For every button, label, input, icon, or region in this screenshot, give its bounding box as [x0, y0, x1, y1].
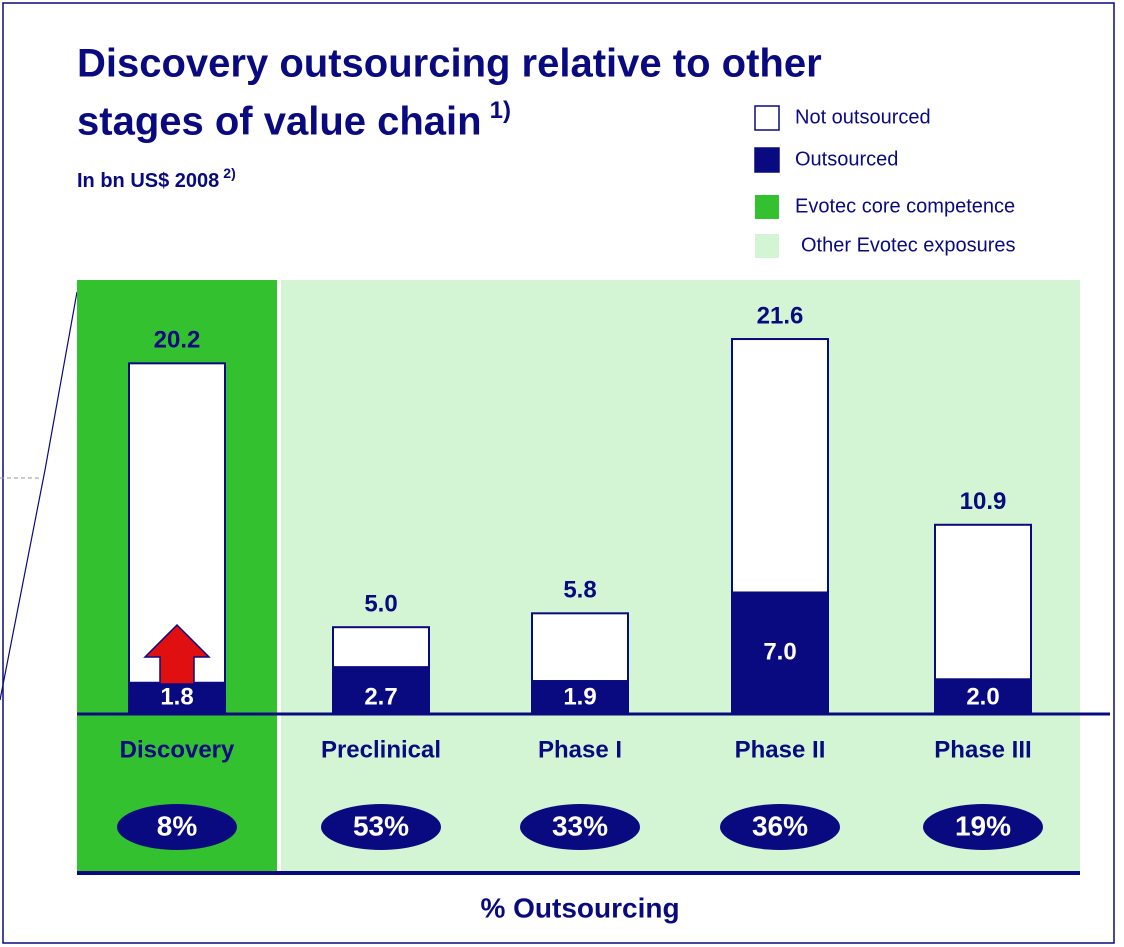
share-badge [117, 804, 237, 850]
x-axis-label: % Outsourcing [480, 892, 679, 923]
subtitle-text: In bn US$ 2008 [77, 170, 219, 192]
share-badge [520, 804, 640, 850]
bar-segment [531, 612, 629, 683]
chart-title: Discovery outsourcing relative to other [77, 42, 822, 86]
value-label: 1.9 [563, 683, 596, 710]
bar-segment [332, 626, 430, 669]
legend-label: Other Evotec exposures [801, 234, 1016, 256]
legend-label: Not outsourced [795, 106, 931, 128]
legend-swatch [755, 195, 779, 219]
total-label: 10.9 [960, 488, 1007, 515]
chart-title: stages of value chain 1) [77, 97, 511, 143]
legend-label: Evotec core competence [795, 195, 1015, 217]
total-label: 21.6 [757, 302, 804, 329]
bar-segment [934, 678, 1032, 716]
share-label: 8% [157, 810, 198, 841]
bar-segment [531, 680, 629, 715]
share-badge [720, 804, 840, 850]
legend-label: Outsourced [795, 148, 898, 170]
note: 1) [490, 97, 511, 124]
subtitle: In bn US$ 2008 2) [77, 165, 236, 193]
x-tick-label: Phase III [934, 736, 1031, 763]
value-label: 2.7 [364, 683, 397, 710]
bar-segment [731, 338, 829, 594]
x-tick-label: Phase I [538, 736, 622, 763]
legend-swatch [754, 147, 780, 173]
share-badge [923, 804, 1043, 850]
total-label: 5.0 [364, 591, 397, 618]
value-label: 1.8 [160, 683, 193, 710]
total-label: 5.8 [563, 577, 596, 604]
total-label: 20.2 [154, 327, 201, 354]
share-label: 19% [955, 810, 1011, 841]
legend-swatch [754, 105, 780, 131]
note: 2) [223, 165, 235, 181]
arrow [143, 623, 211, 685]
bar-segment [128, 681, 226, 716]
x-tick-label: Discovery [120, 736, 235, 763]
share-label: 33% [552, 810, 608, 841]
legend-swatch [755, 234, 779, 258]
share-label: 53% [353, 810, 409, 841]
x-tick-label: Preclinical [321, 736, 441, 763]
share-label: 36% [752, 810, 808, 841]
value-label: 7.0 [763, 639, 796, 666]
bar-segment [731, 591, 829, 715]
share-badge [321, 804, 441, 850]
value-label: 2.0 [966, 683, 999, 710]
chevron [0, 291, 78, 701]
x-tick-label: Phase II [735, 736, 826, 763]
bar-segment [934, 523, 1032, 681]
